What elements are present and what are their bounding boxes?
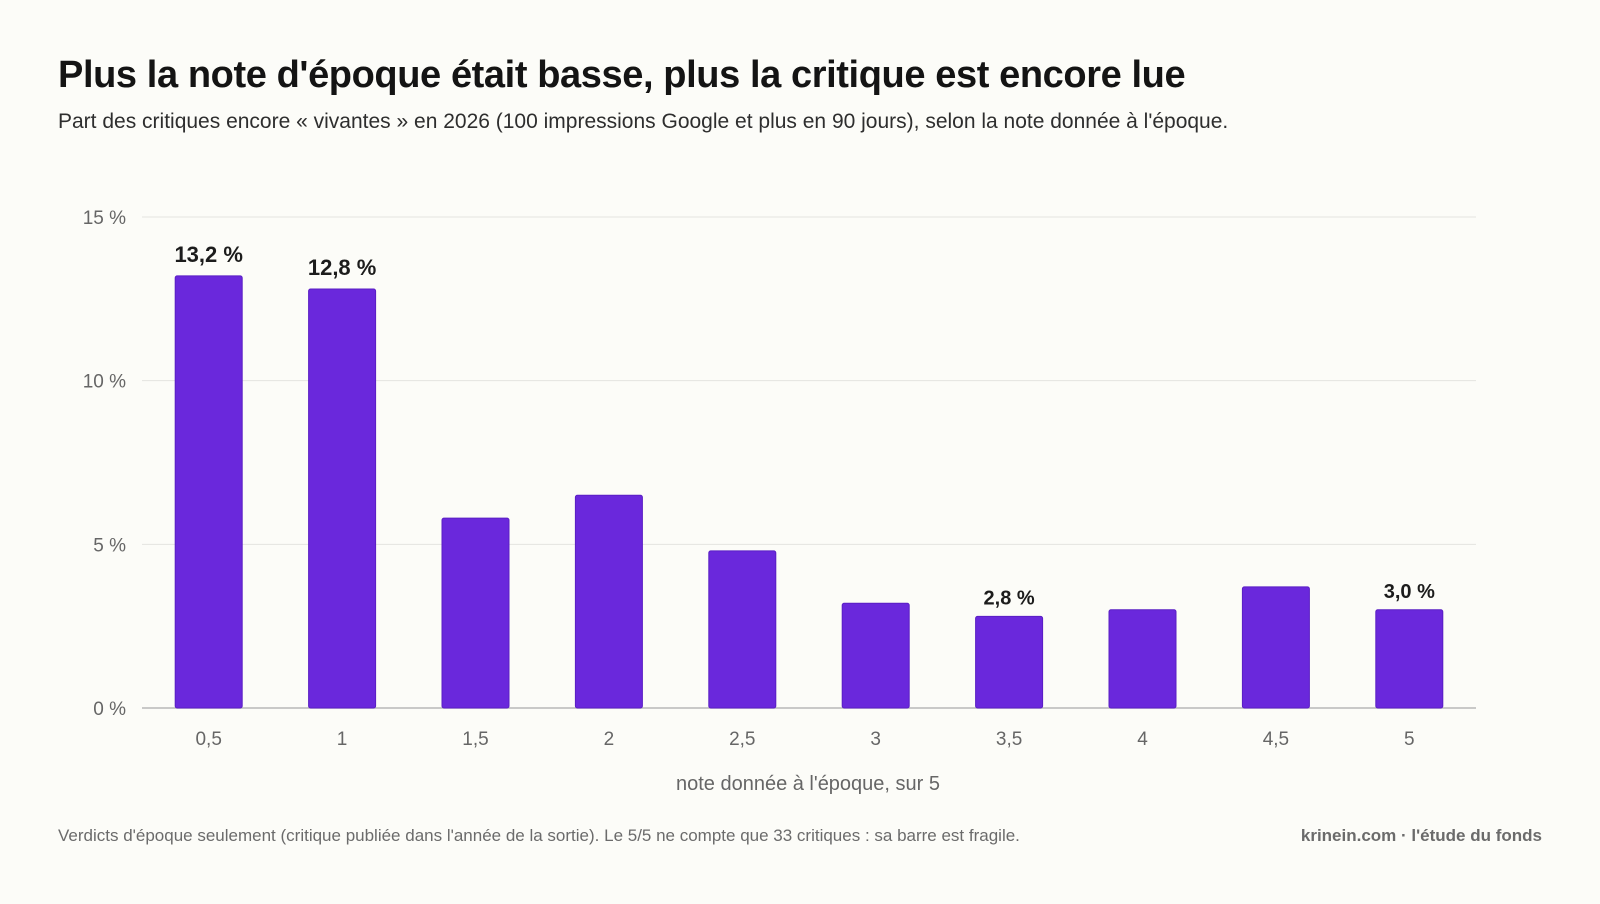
bar xyxy=(975,615,1044,709)
y-axis-ticks: 0 % 5 % 10 % 15 % xyxy=(83,208,126,720)
x-tick-label: 4 xyxy=(1137,729,1148,750)
bars xyxy=(174,275,1444,709)
y-tick-label: 5 % xyxy=(93,535,126,556)
bar xyxy=(174,275,243,709)
y-tick-label: 0 % xyxy=(93,699,126,720)
bar xyxy=(574,494,643,709)
bar xyxy=(1108,609,1177,709)
bar xyxy=(308,288,377,709)
x-axis-label: note donnée à l'époque, sur 5 xyxy=(676,773,940,795)
data-labels: 13,2 % 12,8 % 2,8 % 3,0 % xyxy=(174,242,1435,609)
x-tick-label: 2,5 xyxy=(729,729,755,750)
bar xyxy=(1375,609,1444,709)
bar xyxy=(841,602,910,709)
bar xyxy=(441,517,510,709)
x-tick-label: 0,5 xyxy=(195,729,221,750)
x-tick-label: 3,5 xyxy=(996,729,1022,750)
data-label: 3,0 % xyxy=(1384,581,1435,603)
data-label: 2,8 % xyxy=(984,587,1035,609)
chart-title: Plus la note d'époque était basse, plus … xyxy=(58,54,1186,96)
data-label: 12,8 % xyxy=(308,255,377,280)
y-tick-label: 15 % xyxy=(83,208,126,229)
x-axis-ticks: 0,5 1 1,5 2 2,5 3 3,5 4 4,5 5 xyxy=(195,729,1414,750)
footnote: Verdicts d'époque seulement (critique pu… xyxy=(58,826,1020,845)
x-tick-label: 2 xyxy=(604,729,615,750)
x-tick-label: 5 xyxy=(1404,729,1415,750)
x-tick-label: 4,5 xyxy=(1263,729,1289,750)
data-label: 13,2 % xyxy=(174,242,243,267)
bar xyxy=(708,550,777,709)
y-tick-label: 10 % xyxy=(83,372,126,393)
x-tick-label: 1 xyxy=(337,729,348,750)
x-tick-label: 1,5 xyxy=(462,729,488,750)
bar xyxy=(1241,586,1310,709)
source-credit: krinein.com · l'étude du fonds xyxy=(1300,826,1542,845)
chart-subtitle: Part des critiques encore « vivantes » e… xyxy=(58,110,1229,133)
x-tick-label: 3 xyxy=(870,729,881,750)
